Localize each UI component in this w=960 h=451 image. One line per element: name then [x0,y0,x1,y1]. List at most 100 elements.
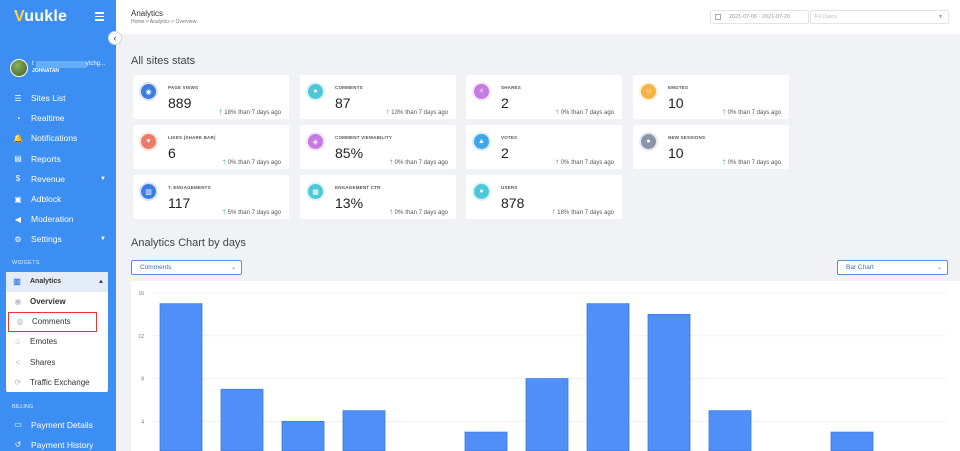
stat-change-percent: 0% [727,160,737,166]
sidebar-item-payment-details[interactable]: ▭ Payment Details [0,414,116,434]
widgets-section-label: WIDGETS [12,259,40,266]
sidebar-item-notifications[interactable]: 🔔 Notifications [0,128,116,148]
metric-select[interactable]: Comments ⌄ [131,260,242,275]
analytics-widget-menu: ▥ Analytics ▲ ◉ Overview ◍ Comments ☺ Emotes <… [6,271,108,393]
emote-icon: ☺ [641,84,656,99]
stat-value: 10 [668,95,684,111]
stat-card-likes-share-bar: ♥ LIKES (SHARE BAR) 6 ↑ 0% than 7 days ago [133,125,289,169]
arrow-up-icon: ↑ [221,207,226,216]
users-filter-select[interactable]: Fil Users ▼ [810,10,949,24]
stat-value: 878 [501,195,525,211]
chart-bar[interactable] [342,410,386,451]
sub-item-label: Shares [30,357,56,367]
vuukle-logo[interactable]: Vuukle [14,8,68,25]
y-tick-label: 4 [141,419,144,425]
stat-change-percent: 0% [560,160,570,166]
arrow-up-icon: ↑ [721,107,726,116]
sidebar-item-payment-history[interactable]: ↺ Payment History [0,435,116,451]
analytics-sub-item-emotes[interactable]: ☺ Emotes [6,332,108,352]
redacted-name-bar [35,61,86,68]
chart-bar[interactable] [830,431,874,451]
analytics-sub-item-overview[interactable]: ◉ Overview [6,292,108,312]
chart-bar[interactable] [708,410,752,451]
stat-change-suffix: than 7 days ago [405,110,448,116]
user-subname: JOHNATAN [32,68,60,74]
chart-bar[interactable] [525,378,569,451]
collapse-sidebar-button[interactable]: ‹ [108,31,122,45]
stat-label: LIKES (SHARE BAR) [168,135,216,140]
user-profile[interactable]: t ytchg... JOHNATAN [0,34,116,88]
stat-value: 889 [168,95,192,111]
nav-label: Moderation [31,214,74,225]
stat-change-percent: 18% [224,110,237,116]
chart-bar[interactable] [220,388,264,451]
sidebar-item-adblock[interactable]: ▣ Adblock [0,189,116,209]
clock-icon: ◔ [15,113,21,123]
stat-card-votes: ▲ VOTES 2 ↑ 0% than 7 days ago [466,125,622,169]
date-range-picker[interactable]: 2021-07-06 - 2021-07-20 [710,10,809,24]
chart-bar[interactable] [586,303,630,451]
sub-item-label: Emotes [30,337,58,347]
stat-change-suffix: than 7 days ago [238,160,281,166]
arrow-up-icon: ↑ [721,157,726,166]
stat-change-percent: 0% [394,160,404,166]
chevron-down-icon: ▼ [100,175,106,182]
stat-change: ↑ 18% than 7 days ago [552,207,614,216]
nav-label: Realtime [31,113,65,124]
chart-bar[interactable] [464,431,508,451]
top-header: Analytics Home > Analytics > Overview 20… [116,0,960,34]
stat-change: ↑ 0% than 7 days ago [555,107,614,116]
card-icon: ▭ [14,420,22,430]
sidebar-item-reports[interactable]: ▤ Reports [0,149,116,169]
stat-card-users: ● USERS 878 ↑ 18% than 7 days ago [466,175,622,219]
sidebar-item-realtime[interactable]: ◔ Realtime [0,108,116,128]
sidebar-item-revenue[interactable]: $ Revenue ▼ [0,169,116,189]
stats-section-title: All sites stats [131,55,196,67]
sidebar-item-sites-list[interactable]: ☰ Sites List [0,88,116,108]
stat-label: NEW SESSIONS [668,135,706,140]
gear-icon: ⚙ [14,234,22,244]
nav-label: Adblock [31,194,62,205]
y-tick-label: 8 [141,377,144,383]
stat-label: EMOTES [668,85,689,90]
sidebar-item-moderation[interactable]: ◀ Moderation [0,209,116,229]
nav-label: Notifications [31,133,78,144]
stat-value: 2 [501,145,509,161]
thumbs-up-icon: ▲ [474,134,489,149]
analytics-sub-item-comments[interactable]: ◍ Comments [8,311,97,332]
file-icon: ▤ [14,154,22,164]
sub-item-label: Comments [32,317,71,327]
chart-type-value: Bar Chart [846,264,874,271]
arrow-up-icon: ↑ [554,107,559,116]
refresh-icon: ⟳ [14,377,22,387]
stat-change: ↑ 0% than 7 days ago [722,157,781,166]
chart-type-select[interactable]: Bar Chart ⌄ [837,260,948,275]
eye-icon: ◉ [14,297,22,307]
analytics-label: Analytics [30,278,62,285]
chart-bar[interactable] [281,420,325,451]
stat-card-comments: ● COMMENTS 87 ↑ 13% than 7 days ago [300,75,456,119]
logo-row: Vuukle [0,0,116,34]
sidebar-item-settings[interactable]: ⚙ Settings ▼ [0,229,116,249]
nav-label: Payment Details [31,419,93,430]
stat-label: SHARES [501,85,521,90]
stat-change: ↑ 0% than 7 days ago [555,157,614,166]
stat-change-percent: 0% [394,210,404,216]
stat-value: 2 [501,95,509,111]
chevron-down-icon: ▼ [938,14,943,20]
arrow-up-icon: ↑ [388,207,393,216]
stat-label: VOTES [501,135,518,140]
stat-value: 10 [668,145,684,161]
chart-bar[interactable] [159,303,203,451]
sub-item-label: Overview [30,297,66,307]
avatar[interactable] [10,59,28,77]
analytics-sub-item-traffic-exchange[interactable]: ⟳ Traffic Exchange [6,372,108,392]
analytics-menu-toggle[interactable]: ▥ Analytics ▲ [6,271,108,292]
analytics-sub-item-shares[interactable]: < Shares [6,352,108,372]
breadcrumb[interactable]: Home > Analytics > Overview [131,19,197,25]
nav-label: Revenue [31,173,66,184]
stat-change-suffix: than 7 days ago [405,210,448,216]
hamburger-menu-icon[interactable] [95,12,104,23]
chevron-down-icon: ⌄ [936,265,942,271]
chart-bar[interactable] [647,314,691,451]
